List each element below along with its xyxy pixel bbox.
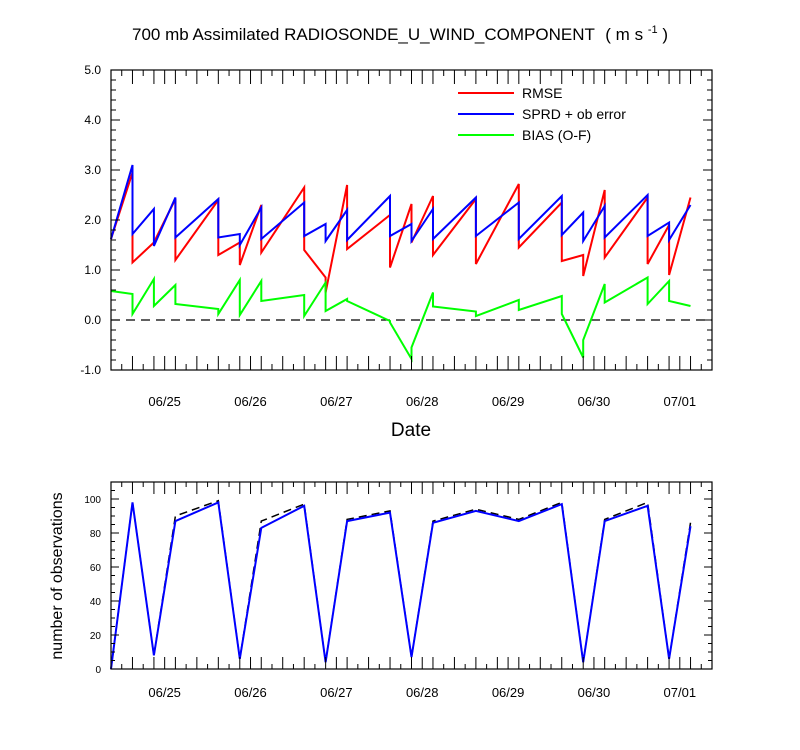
chart-title-units: ( m s bbox=[605, 25, 643, 44]
legend-label: BIAS (O-F) bbox=[522, 127, 591, 143]
y-tick-label: 60 bbox=[90, 563, 102, 574]
y-axis-label-observations: number of observations bbox=[49, 492, 66, 659]
bottom-series-group bbox=[110, 499, 692, 670]
x-tick-label: 06/30 bbox=[578, 394, 611, 409]
x-tick-label: 06/28 bbox=[406, 685, 439, 700]
x-tick-label: 06/27 bbox=[320, 685, 353, 700]
y-tick-label: 40 bbox=[90, 597, 102, 608]
y-tick-label: 100 bbox=[84, 495, 101, 506]
y-tick-label: 3.0 bbox=[84, 163, 101, 177]
x-tick-label: 06/30 bbox=[578, 685, 611, 700]
chart-title-units-sup: -1 bbox=[648, 24, 658, 36]
x-tick-label: 06/26 bbox=[234, 394, 267, 409]
y-tick-label: 4.0 bbox=[84, 113, 101, 127]
top-series-group bbox=[110, 164, 692, 363]
bottom-ticks: 0 20 40 60 80 100 06/25 06/26 06/27 06/28 06/29 06/… bbox=[84, 481, 713, 700]
top-ticks: -1.0 0.0 1.0 2.0 3.0 4.0 5.0 06/25 06/26 06/27 06/… bbox=[80, 63, 713, 409]
y-tick-label: 0 bbox=[95, 665, 101, 676]
x-tick-label: 06/26 bbox=[234, 685, 267, 700]
x-tick-label: 06/25 bbox=[148, 685, 181, 700]
x-tick-label: 07/01 bbox=[664, 394, 697, 409]
y-tick-label: 5.0 bbox=[84, 63, 101, 77]
y-tick-label: 0.0 bbox=[84, 313, 101, 327]
legend-label: SPRD + ob error bbox=[522, 106, 626, 122]
x-tick-label: 06/28 bbox=[406, 394, 439, 409]
x-tick-label: 06/25 bbox=[148, 394, 181, 409]
y-tick-label: 20 bbox=[90, 631, 102, 642]
x-tick-label: 07/01 bbox=[664, 685, 697, 700]
series-line-rmse bbox=[110, 172, 692, 293]
legend: RMSE SPRD + ob error BIAS (O-F) bbox=[458, 85, 626, 143]
y-tick-label: 80 bbox=[90, 529, 102, 540]
x-axis-label: Date bbox=[391, 420, 431, 441]
y-tick-label: 1.0 bbox=[84, 263, 101, 277]
series-line-sprd-ob-error bbox=[110, 164, 692, 249]
legend-label: RMSE bbox=[522, 85, 562, 101]
x-tick-label: 06/29 bbox=[492, 394, 525, 409]
observation-series-used bbox=[110, 500, 692, 670]
y-tick-label: -1.0 bbox=[80, 363, 101, 377]
x-tick-label: 06/27 bbox=[320, 394, 353, 409]
chart-title: 700 mb Assimilated RADIOSONDE_U_WIND_COM… bbox=[132, 18, 668, 44]
x-tick-label: 06/29 bbox=[492, 685, 525, 700]
chart-title-main: 700 mb Assimilated RADIOSONDE_U_WIND_COM… bbox=[132, 25, 595, 44]
series-line-bias-o-f bbox=[110, 275, 691, 363]
y-tick-label: 2.0 bbox=[84, 213, 101, 227]
chart-title-units-close: ) bbox=[662, 25, 668, 44]
